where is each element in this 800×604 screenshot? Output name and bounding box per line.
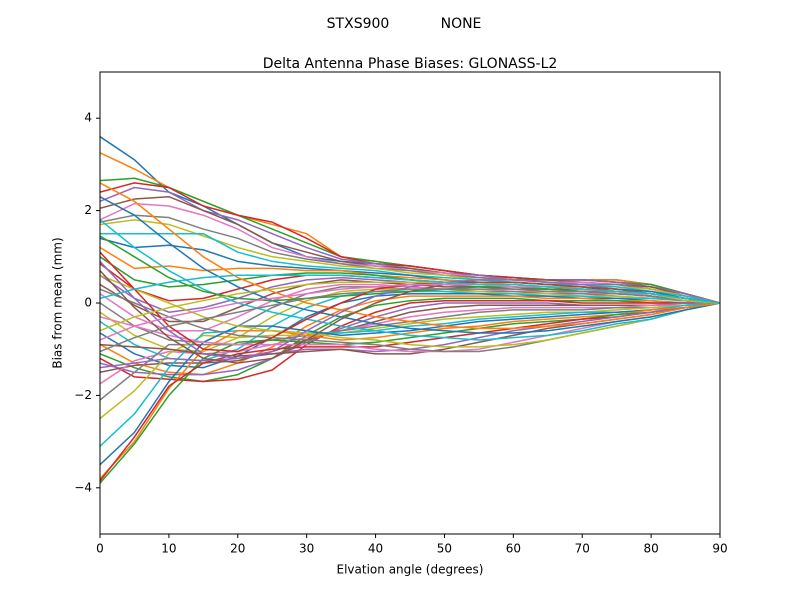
x-axis: 0 10 20 30 40 50 60 70 80 90 bbox=[96, 534, 728, 556]
series-line-41 bbox=[100, 196, 720, 334]
x-tick-label: 0 bbox=[96, 542, 104, 556]
x-tick-label: 30 bbox=[299, 542, 314, 556]
series-line-42 bbox=[100, 182, 720, 330]
series-line-8 bbox=[100, 214, 720, 304]
y-tick-label: 2 bbox=[84, 203, 92, 217]
series-group bbox=[100, 136, 720, 484]
series-line-31 bbox=[100, 302, 720, 466]
y-tick-label: 0 bbox=[84, 296, 92, 310]
series-line-50 bbox=[100, 274, 720, 304]
series-line-40 bbox=[100, 219, 720, 341]
x-tick-label: 10 bbox=[161, 542, 176, 556]
x-axis-label: Elvation angle (degrees) bbox=[337, 563, 484, 577]
x-tick-label: 90 bbox=[712, 542, 727, 556]
x-tick-label: 70 bbox=[575, 542, 590, 556]
series-line-48 bbox=[100, 288, 720, 353]
x-tick-label: 80 bbox=[643, 542, 658, 556]
series-line-21 bbox=[100, 293, 720, 369]
chart-title: Delta Antenna Phase Biases: GLONASS-L2 bbox=[263, 56, 558, 72]
series-line-32 bbox=[100, 302, 720, 480]
y-axis-label: Bias from mean (mm) bbox=[51, 237, 65, 368]
radome-name: NONE bbox=[441, 16, 482, 32]
y-axis: −4 −2 0 2 4 bbox=[74, 111, 100, 494]
station-name: STXS900 bbox=[327, 16, 390, 32]
series-line-34 bbox=[100, 302, 720, 482]
plot-area bbox=[99, 71, 721, 535]
series-line-46 bbox=[100, 270, 720, 364]
x-tick-label: 40 bbox=[368, 542, 383, 556]
series-line-39 bbox=[100, 274, 720, 348]
y-tick-label: 4 bbox=[84, 111, 92, 125]
x-tick-label: 20 bbox=[230, 542, 245, 556]
series-line-24 bbox=[100, 299, 720, 383]
y-tick-label: −2 bbox=[74, 388, 92, 402]
x-tick-label: 50 bbox=[437, 542, 452, 556]
series-line-29 bbox=[100, 302, 720, 420]
x-tick-label: 60 bbox=[506, 542, 521, 556]
y-tick-label: −4 bbox=[74, 480, 92, 494]
